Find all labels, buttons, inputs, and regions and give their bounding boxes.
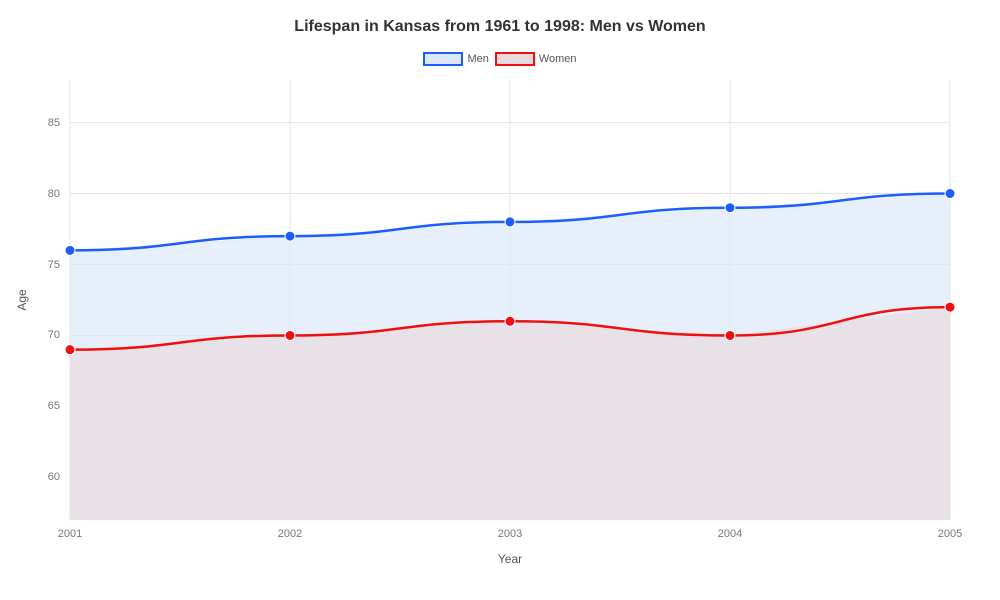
y-tick-label: 85 (48, 117, 60, 129)
data-point-women (505, 316, 515, 326)
data-point-men (505, 217, 515, 227)
chart-svg (70, 80, 950, 520)
data-point-women (285, 330, 295, 340)
x-tick-label: 2004 (718, 528, 742, 540)
legend-item-men: Men (423, 52, 488, 66)
y-tick-label: 75 (48, 259, 60, 271)
plot-area (70, 80, 950, 520)
x-tick-label: 2001 (58, 528, 82, 540)
legend-swatch-women (495, 52, 535, 66)
y-tick-label: 65 (48, 400, 60, 412)
y-tick-label: 80 (48, 188, 60, 200)
data-point-women (725, 330, 735, 340)
legend-label-men: Men (467, 53, 488, 65)
data-point-men (725, 203, 735, 213)
x-tick-label: 2002 (278, 528, 302, 540)
legend: Men Women (0, 52, 1000, 66)
x-axis-label: Year (498, 552, 522, 566)
data-point-men (945, 189, 955, 199)
y-tick-label: 70 (48, 329, 60, 341)
data-point-men (285, 231, 295, 241)
y-axis-label: Age (15, 289, 29, 310)
y-tick-label: 60 (48, 471, 60, 483)
chart-title: Lifespan in Kansas from 1961 to 1998: Me… (0, 18, 1000, 36)
x-tick-label: 2003 (498, 528, 522, 540)
data-point-women (65, 345, 75, 355)
data-point-men (65, 245, 75, 255)
x-tick-label: 2005 (938, 528, 962, 540)
legend-label-women: Women (539, 53, 577, 65)
chart-container: Lifespan in Kansas from 1961 to 1998: Me… (0, 0, 1000, 600)
data-point-women (945, 302, 955, 312)
legend-swatch-men (423, 52, 463, 66)
legend-item-women: Women (495, 52, 577, 66)
